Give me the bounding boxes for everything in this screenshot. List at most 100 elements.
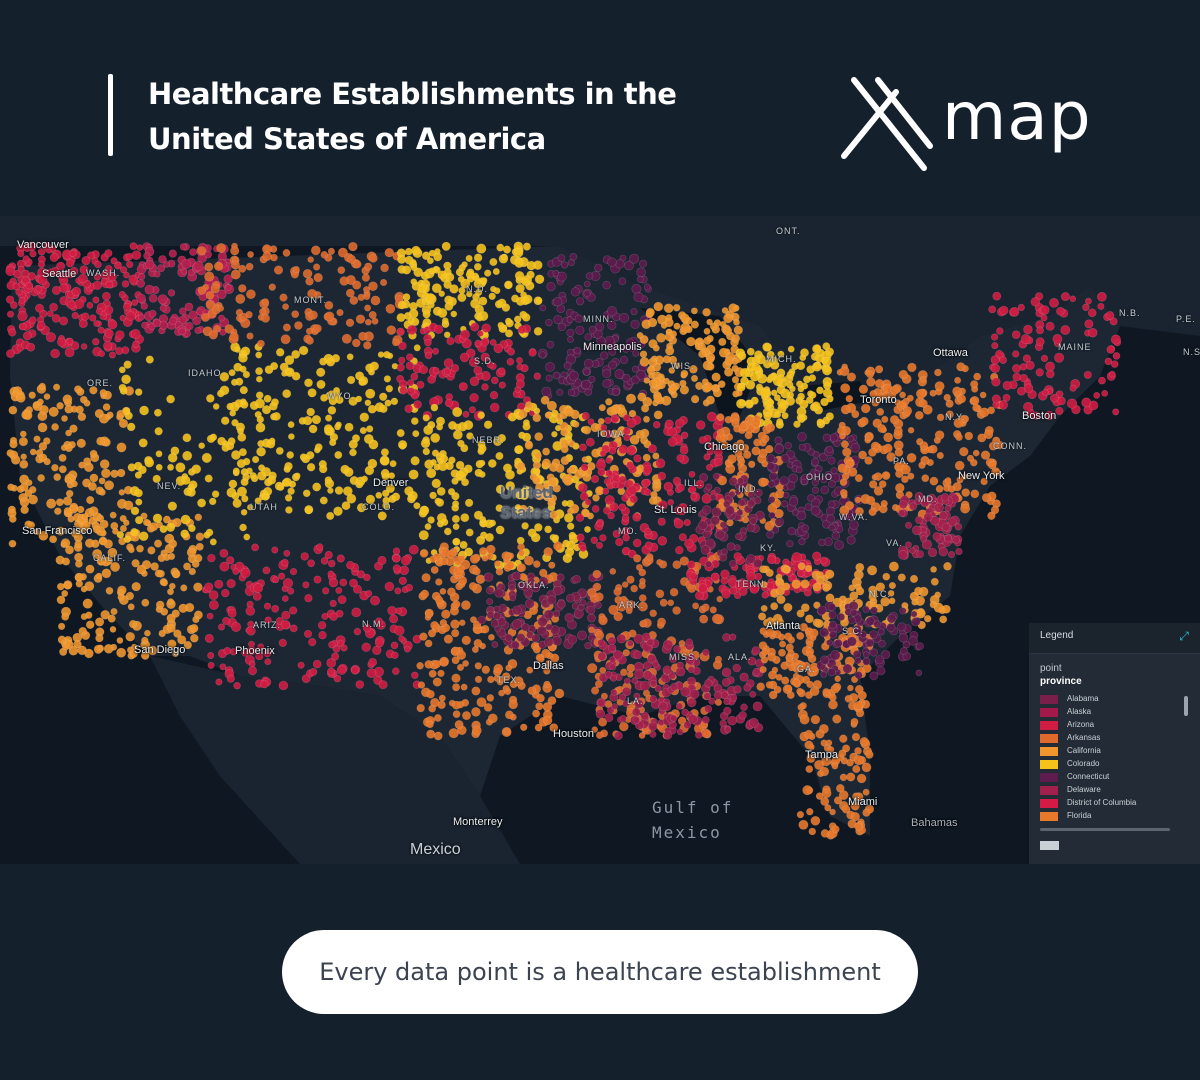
establishment-point xyxy=(284,461,293,471)
establishment-point xyxy=(828,699,838,710)
establishment-point xyxy=(618,277,627,285)
establishment-point xyxy=(219,561,230,572)
establishment-point xyxy=(774,411,782,419)
establishment-point xyxy=(772,376,783,387)
establishment-point xyxy=(704,679,713,688)
establishment-point xyxy=(168,552,176,561)
establishment-point xyxy=(486,586,495,595)
establishment-point xyxy=(186,547,197,558)
establishment-point xyxy=(939,511,948,520)
establishment-point xyxy=(572,420,580,428)
establishment-point xyxy=(820,829,830,838)
establishment-point xyxy=(822,433,831,443)
establishment-point xyxy=(159,304,167,312)
establishment-point xyxy=(364,399,372,407)
establishment-point xyxy=(303,629,312,638)
establishment-point xyxy=(663,481,674,492)
establishment-point xyxy=(606,406,616,417)
establishment-point xyxy=(187,524,196,533)
establishment-point xyxy=(447,549,457,559)
legend-panel[interactable]: Legend ⤢ point province Alabama Alaska Ari… xyxy=(1029,623,1200,864)
establishment-point xyxy=(672,476,682,486)
establishment-point xyxy=(507,347,515,356)
establishment-point xyxy=(773,394,781,402)
establishment-point xyxy=(702,308,711,317)
establishment-point xyxy=(543,547,554,557)
establishment-point xyxy=(331,652,340,661)
establishment-point xyxy=(1112,352,1121,360)
establishment-point xyxy=(152,513,163,524)
establishment-point xyxy=(652,421,661,429)
establishment-point xyxy=(403,645,411,653)
establishment-point xyxy=(810,714,821,725)
establishment-point xyxy=(585,272,594,280)
establishment-point xyxy=(796,687,804,695)
establishment-point xyxy=(998,400,1009,410)
establishment-point xyxy=(273,265,284,275)
establishment-point xyxy=(761,648,769,656)
establishment-point xyxy=(362,286,370,294)
establishment-point xyxy=(457,565,465,573)
establishment-point xyxy=(501,551,511,561)
establishment-point xyxy=(456,650,467,660)
establishment-point xyxy=(56,402,64,410)
establishment-point xyxy=(1110,360,1119,368)
establishment-point xyxy=(37,398,44,406)
establishment-point xyxy=(626,418,637,428)
map-canvas[interactable] xyxy=(0,216,1200,864)
establishment-point xyxy=(678,533,687,542)
establishment-point xyxy=(552,269,560,277)
establishment-point xyxy=(721,667,732,677)
establishment-point xyxy=(122,407,131,415)
establishment-point xyxy=(326,511,335,521)
establishment-point xyxy=(166,623,176,633)
establishment-point xyxy=(618,693,627,701)
establishment-point xyxy=(180,529,190,539)
establishment-point xyxy=(8,328,17,337)
establishment-point xyxy=(665,346,675,356)
establishment-point xyxy=(851,732,861,742)
establishment-point xyxy=(443,280,452,289)
establishment-point xyxy=(283,549,291,557)
establishment-point xyxy=(430,403,439,412)
establishment-point xyxy=(322,587,330,595)
legend-vertical-scrollbar[interactable] xyxy=(1184,696,1188,716)
establishment-point xyxy=(333,506,343,517)
establishment-point xyxy=(222,616,231,626)
collapse-icon[interactable]: ⤢ xyxy=(1179,629,1189,643)
map-view[interactable]: Vancouver Seattle San Francisco San Dieg… xyxy=(0,216,1200,864)
establishment-point xyxy=(624,260,634,271)
establishment-point xyxy=(490,376,499,385)
establishment-point xyxy=(378,680,388,690)
establishment-point xyxy=(410,264,418,272)
establishment-point xyxy=(541,386,552,397)
legend-horizontal-scrollbar[interactable] xyxy=(1040,828,1170,831)
establishment-point xyxy=(127,603,135,611)
state-label: GA. xyxy=(797,664,816,674)
establishment-point xyxy=(281,558,289,567)
establishment-point xyxy=(781,582,791,591)
establishment-point xyxy=(271,546,279,554)
state-label: NEBR. xyxy=(472,435,505,445)
establishment-point xyxy=(633,650,643,660)
establishment-point xyxy=(868,480,878,489)
establishment-point xyxy=(536,694,545,703)
establishment-point xyxy=(103,341,113,351)
establishment-point xyxy=(94,617,105,627)
establishment-point xyxy=(919,535,928,543)
establishment-point xyxy=(370,295,381,306)
establishment-point xyxy=(115,330,125,340)
state-label: LA. xyxy=(627,696,644,706)
establishment-point xyxy=(451,656,460,665)
establishment-point xyxy=(1025,360,1035,370)
establishment-point xyxy=(408,469,419,480)
establishment-point xyxy=(304,506,313,515)
legend-toggle-button[interactable] xyxy=(1040,841,1059,850)
establishment-point xyxy=(541,491,550,500)
establishment-point xyxy=(1023,324,1033,335)
establishment-point xyxy=(516,563,526,573)
establishment-point xyxy=(460,600,471,610)
city-label: St. Louis xyxy=(654,504,697,516)
establishment-point xyxy=(545,374,553,382)
establishment-point xyxy=(118,291,126,299)
